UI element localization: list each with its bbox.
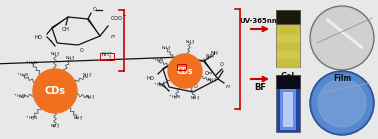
Text: NH$_3^+$: NH$_3^+$ xyxy=(85,93,96,102)
Text: HO: HO xyxy=(34,34,42,39)
Text: NH$_3^+$: NH$_3^+$ xyxy=(50,122,60,131)
FancyBboxPatch shape xyxy=(280,89,296,130)
Text: NH$_3^+$: NH$_3^+$ xyxy=(73,114,84,123)
Text: NH$_3^+$: NH$_3^+$ xyxy=(101,51,113,61)
Circle shape xyxy=(168,54,202,88)
Text: NH$_3^+$: NH$_3^+$ xyxy=(184,38,195,47)
Text: HO: HO xyxy=(146,75,154,80)
Circle shape xyxy=(312,73,372,133)
FancyBboxPatch shape xyxy=(276,10,300,67)
Text: O: O xyxy=(194,84,198,89)
Text: NH$_3^+$: NH$_3^+$ xyxy=(207,76,218,85)
Text: Film: Film xyxy=(333,74,351,83)
Text: OH: OH xyxy=(180,69,188,74)
Text: UV-365nm: UV-365nm xyxy=(239,18,279,24)
Text: NH$_3^+$: NH$_3^+$ xyxy=(205,52,215,61)
Polygon shape xyxy=(87,18,100,36)
FancyBboxPatch shape xyxy=(276,10,300,24)
Text: $^+$H$_3$N: $^+$H$_3$N xyxy=(13,93,26,101)
Text: Gel: Gel xyxy=(281,72,295,81)
Text: CDs: CDs xyxy=(45,86,65,96)
Text: $^+$H$_3$N: $^+$H$_3$N xyxy=(15,72,29,80)
Polygon shape xyxy=(163,57,182,70)
Text: $^+$H$_3$N: $^+$H$_3$N xyxy=(151,57,164,65)
FancyBboxPatch shape xyxy=(283,92,293,127)
Polygon shape xyxy=(51,17,68,29)
Text: OH: OH xyxy=(62,27,70,32)
Text: O: O xyxy=(93,7,97,12)
Text: $^+$H$_3$N: $^+$H$_3$N xyxy=(153,81,167,90)
Text: n: n xyxy=(226,84,230,89)
Text: NH$_3^+$: NH$_3^+$ xyxy=(65,54,76,63)
Text: NH: NH xyxy=(210,50,218,55)
Text: $^+$H$_3$N: $^+$H$_3$N xyxy=(25,59,39,68)
Text: O: O xyxy=(80,48,84,53)
FancyBboxPatch shape xyxy=(276,75,300,89)
Text: n: n xyxy=(111,33,115,39)
Circle shape xyxy=(318,79,366,127)
Text: COO$^-$: COO$^-$ xyxy=(110,14,127,22)
Text: BF: BF xyxy=(254,83,266,91)
Text: NH$_3^+$: NH$_3^+$ xyxy=(82,71,93,80)
Text: $^+$H$_3$N: $^+$H$_3$N xyxy=(168,94,182,102)
Text: NH$_3^+$: NH$_3^+$ xyxy=(161,44,172,53)
Circle shape xyxy=(310,71,374,135)
Polygon shape xyxy=(203,60,218,79)
Text: CDs: CDs xyxy=(177,66,193,75)
Text: O: O xyxy=(220,62,224,67)
Text: O=: O= xyxy=(204,70,213,75)
Circle shape xyxy=(33,69,77,113)
Text: $^+$H$_3$N: $^+$H$_3$N xyxy=(25,114,39,123)
FancyBboxPatch shape xyxy=(276,75,300,132)
Text: NH$_3^+$: NH$_3^+$ xyxy=(50,50,60,59)
Text: NH$_3^+$: NH$_3^+$ xyxy=(189,94,200,103)
Circle shape xyxy=(312,8,372,68)
Circle shape xyxy=(310,6,374,70)
